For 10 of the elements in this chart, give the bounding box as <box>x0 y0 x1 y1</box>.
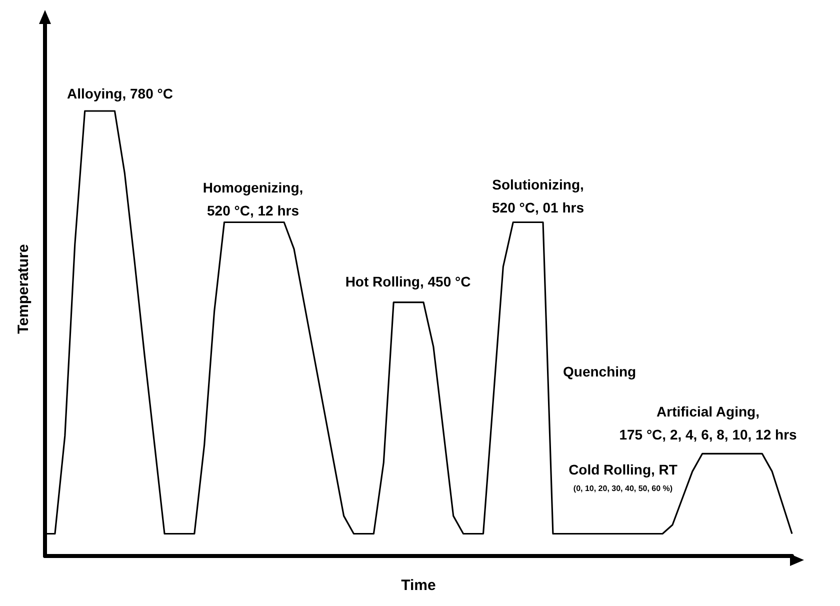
x-axis-title: Time <box>401 577 436 594</box>
annotation: Hot Rolling, 450 °C <box>345 274 471 290</box>
annotation: Solutionizing, 520 °C, 01 hrs <box>492 176 584 216</box>
annotation: Artificial Aging, 175 °C, 2, 4, 6, 8, 10, 12 hrs <box>619 404 798 442</box>
annotation: Cold Rolling, RT <box>568 462 678 478</box>
annotation: Quenching <box>563 364 636 380</box>
y-axis-title: Temperature <box>15 244 32 334</box>
annotation: (0, 10, 20, 30, 40, 50, 60 %) <box>573 484 673 493</box>
annotation: Homogenizing, 520 °C, 12 hrs <box>202 180 304 218</box>
text: Alloying, 780 °C <box>67 86 173 102</box>
